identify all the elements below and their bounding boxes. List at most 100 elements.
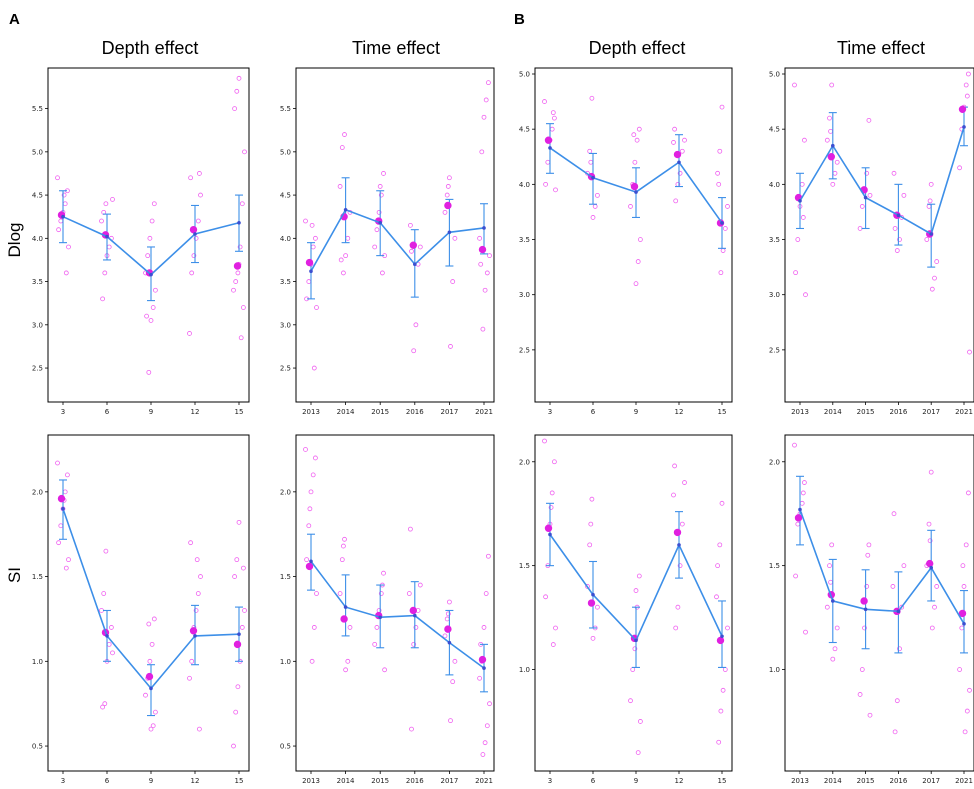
data-point [311,365,317,371]
fitted-mean-marker [237,632,241,636]
data-point [635,259,641,264]
data-point [406,591,412,596]
x-tick-label: 2021 [475,408,493,416]
y-tick-label: 1.5 [769,562,780,570]
data-point [63,565,69,571]
data-point [552,459,557,465]
data-point [306,523,312,529]
data-point [306,279,312,284]
y-tick-label: 1.5 [32,573,43,581]
data-point [675,604,681,610]
data-point [189,270,195,276]
data-point [671,492,676,498]
fitted-mean-marker [634,190,638,194]
data-point [892,226,898,231]
data-point [891,511,897,517]
data-point [967,687,972,693]
data-point [99,218,104,224]
y-tick-label: 4.0 [280,235,291,243]
data-point [452,658,458,664]
data-point [589,496,595,502]
y-tick-label: 2.5 [32,365,43,373]
data-point [793,270,798,276]
x-tick-label: 6 [591,408,596,416]
data-point [679,521,685,527]
data-point [409,248,414,254]
x-tick-label: 2021 [955,408,973,416]
fitted-mean-marker [378,220,383,225]
fitted-mean-marker [482,226,486,230]
data-point [483,591,489,596]
mean-point [305,562,314,571]
data-point [407,222,413,228]
data-point [407,526,413,532]
data-point [934,259,940,264]
x-tick-label: 2016 [406,777,424,785]
data-point [633,281,639,287]
data-point [309,222,315,228]
data-point [151,201,157,207]
x-tick-label: 2014 [824,777,842,785]
data-point [442,633,448,639]
y-tick-label: 3.0 [769,291,780,299]
data-point [150,723,156,729]
data-point [337,184,343,189]
data-point [722,226,728,231]
data-point [340,543,346,549]
data-point [100,296,105,302]
data-point [589,95,595,101]
data-point [894,698,900,704]
data-point [448,344,453,349]
data-point [924,237,930,242]
data-point [715,563,720,569]
x-tick-label: 9 [149,408,153,416]
data-point [446,175,452,181]
mean-point [145,672,154,681]
plot-frame [534,434,733,772]
data-point [372,244,378,250]
data-point [635,750,641,756]
mean-point [827,153,835,161]
chart-A-si-depth: 0.5 1.0 1.5 2.0 3 6 9 12 15 [32,434,250,785]
mean-point [409,241,417,249]
data-point [864,170,870,176]
data-point [717,542,723,548]
x-tick-label: 2015 [857,777,875,785]
y-tick-label: 1.0 [280,658,291,666]
data-point [149,641,155,647]
x-tick-label: 15 [718,777,727,785]
data-point [145,253,151,259]
data-point [106,641,112,647]
data-point [239,201,245,207]
x-tick-label: 2016 [889,408,907,416]
data-point [235,270,241,276]
data-point [800,215,806,220]
mean-point [544,524,553,532]
data-point [548,505,554,510]
y-tick-label: 3.5 [280,278,291,286]
data-point [195,591,201,596]
mean-point [926,559,934,568]
y-tick-label: 3.5 [769,236,780,244]
x-tick-label: 12 [191,777,200,785]
data-point [832,170,838,176]
data-point [592,204,598,209]
data-point [232,106,238,111]
data-point [799,500,805,506]
data-point [800,490,806,496]
data-point [962,729,968,735]
x-tick-label: 9 [634,777,638,785]
data-point [481,114,487,120]
y-tick-label: 4.0 [769,181,780,189]
data-point [830,181,836,187]
panel-label-a: A [9,11,20,28]
y-tick-label: 5.5 [32,105,43,113]
data-point [673,198,679,204]
data-point [960,563,966,569]
data-point [827,115,832,121]
data-point [146,621,152,627]
x-tick-label: 6 [105,777,110,785]
data-point [929,625,935,631]
data-point [866,542,872,548]
